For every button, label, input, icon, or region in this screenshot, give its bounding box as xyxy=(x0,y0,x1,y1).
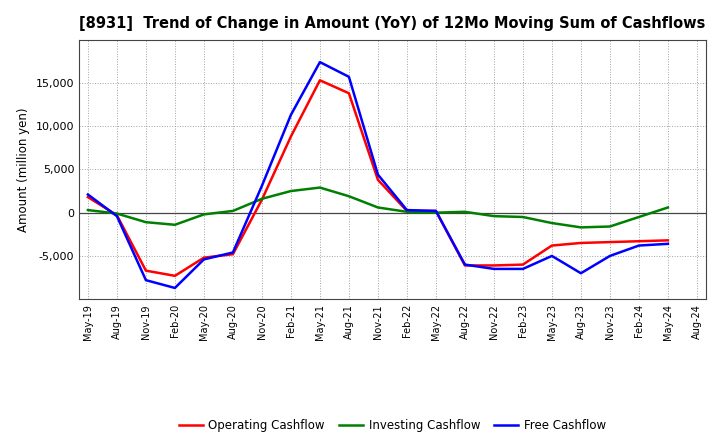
Free Cashflow xyxy=(84,192,92,197)
Investing Cashflow xyxy=(228,208,237,213)
Line: Operating Cashflow: Operating Cashflow xyxy=(88,80,668,276)
Investing Cashflow xyxy=(84,207,92,213)
Free Cashflow xyxy=(518,266,527,271)
Operating Cashflow xyxy=(664,238,672,243)
Free Cashflow xyxy=(171,285,179,290)
Investing Cashflow xyxy=(577,225,585,230)
Operating Cashflow xyxy=(490,263,498,268)
Operating Cashflow xyxy=(84,194,92,200)
Operating Cashflow xyxy=(374,177,382,183)
Free Cashflow xyxy=(577,271,585,276)
Investing Cashflow xyxy=(634,214,643,220)
Investing Cashflow xyxy=(345,194,354,199)
Investing Cashflow xyxy=(490,213,498,219)
Line: Free Cashflow: Free Cashflow xyxy=(88,62,668,288)
Investing Cashflow xyxy=(431,210,440,215)
Free Cashflow xyxy=(461,262,469,267)
Investing Cashflow xyxy=(461,209,469,214)
Operating Cashflow xyxy=(287,134,295,139)
Legend: Operating Cashflow, Investing Cashflow, Free Cashflow: Operating Cashflow, Investing Cashflow, … xyxy=(174,414,611,436)
Operating Cashflow xyxy=(315,77,324,83)
Free Cashflow xyxy=(258,183,266,188)
Operating Cashflow xyxy=(518,262,527,267)
Investing Cashflow xyxy=(374,205,382,210)
Free Cashflow xyxy=(606,253,614,259)
Operating Cashflow xyxy=(461,263,469,268)
Operating Cashflow xyxy=(577,240,585,246)
Investing Cashflow xyxy=(664,205,672,210)
Operating Cashflow xyxy=(402,208,411,213)
Investing Cashflow xyxy=(199,212,208,217)
Operating Cashflow xyxy=(199,255,208,260)
Investing Cashflow xyxy=(548,220,557,226)
Operating Cashflow xyxy=(548,243,557,248)
Free Cashflow xyxy=(490,266,498,271)
Free Cashflow xyxy=(112,213,121,219)
Investing Cashflow xyxy=(112,211,121,216)
Investing Cashflow xyxy=(287,188,295,194)
Operating Cashflow xyxy=(634,238,643,244)
Investing Cashflow xyxy=(518,214,527,220)
Free Cashflow xyxy=(199,257,208,262)
Free Cashflow xyxy=(315,59,324,65)
Operating Cashflow xyxy=(171,273,179,279)
Free Cashflow xyxy=(287,112,295,117)
Operating Cashflow xyxy=(606,239,614,245)
Line: Investing Cashflow: Investing Cashflow xyxy=(88,187,668,227)
Free Cashflow xyxy=(431,208,440,213)
Operating Cashflow xyxy=(142,268,150,273)
Investing Cashflow xyxy=(315,185,324,190)
Operating Cashflow xyxy=(112,213,121,218)
Free Cashflow xyxy=(228,250,237,255)
Investing Cashflow xyxy=(171,222,179,227)
Free Cashflow xyxy=(402,207,411,213)
Investing Cashflow xyxy=(606,224,614,229)
Y-axis label: Amount (million yen): Amount (million yen) xyxy=(17,107,30,231)
Investing Cashflow xyxy=(142,220,150,225)
Operating Cashflow xyxy=(431,208,440,213)
Investing Cashflow xyxy=(258,196,266,202)
Title: [8931]  Trend of Change in Amount (YoY) of 12Mo Moving Sum of Cashflows: [8931] Trend of Change in Amount (YoY) o… xyxy=(79,16,706,32)
Free Cashflow xyxy=(142,278,150,283)
Free Cashflow xyxy=(345,74,354,80)
Operating Cashflow xyxy=(345,91,354,96)
Free Cashflow xyxy=(634,243,643,248)
Free Cashflow xyxy=(664,241,672,246)
Operating Cashflow xyxy=(228,252,237,257)
Operating Cashflow xyxy=(258,197,266,202)
Free Cashflow xyxy=(548,253,557,259)
Investing Cashflow xyxy=(402,209,411,214)
Free Cashflow xyxy=(374,172,382,177)
